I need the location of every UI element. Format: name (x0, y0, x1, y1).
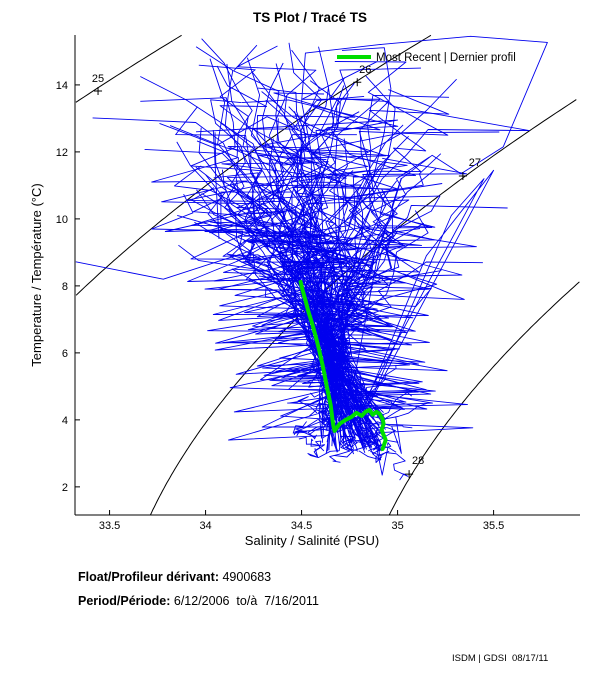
profile-line (320, 230, 399, 431)
float-id-value: 4900683 (219, 570, 271, 584)
profile-line (310, 438, 326, 458)
profile-line (353, 429, 378, 439)
profile-line (287, 185, 391, 420)
profile-line (213, 172, 401, 452)
profile-line (358, 433, 399, 461)
contour-label-text: 26 (359, 64, 371, 76)
y-tick-label: 10 (56, 214, 68, 226)
plot-title: TS Plot / Tracé TS (253, 10, 367, 25)
period-label: Period/Période: (78, 594, 170, 608)
y-tick-label: 14 (56, 80, 68, 92)
y-tick-label: 6 (62, 348, 68, 360)
profile-line (307, 424, 353, 440)
profile-line (293, 419, 318, 437)
profile-line (320, 247, 389, 415)
profile-line (359, 365, 397, 406)
profile-line (278, 89, 450, 430)
x-axis-label: Salinity / Salinité (PSU) (245, 533, 379, 548)
density-contour-line (75, 34, 182, 103)
profile-line (220, 122, 407, 416)
profile-line (333, 442, 378, 458)
profile-line (187, 193, 373, 418)
profile-line (298, 436, 325, 452)
contour-labels: 25 26 27 28 (92, 64, 481, 479)
x-tick-label: 35 (391, 520, 403, 532)
profile-line (287, 396, 318, 414)
y-tick-label: 4 (62, 415, 68, 427)
profile-line (248, 85, 427, 439)
period-value: 6/12/2006 to/à 7/16/2011 (170, 594, 319, 608)
profile-lines (75, 35, 548, 481)
profile-line (159, 111, 360, 146)
profile-line (358, 433, 382, 452)
y-axis-label: Temperature / Température (°C) (29, 183, 44, 366)
contour-label-marker (405, 470, 414, 479)
profile-line (327, 210, 429, 439)
profile-line (357, 421, 413, 432)
most-recent-profile-line (298, 279, 388, 451)
axes: 33.5 34 34.5 35 35.5 2 4 6 8 10 12 14 (56, 35, 580, 532)
profile-line (370, 450, 409, 481)
profile-line (315, 402, 336, 426)
legend-label: Most Recent | Dernier profil (376, 52, 516, 64)
profile-line (307, 399, 337, 409)
profile-line (322, 427, 348, 438)
profile-line (297, 270, 442, 452)
profile-line (233, 184, 413, 432)
contour-label-marker (458, 172, 467, 181)
credit-line: ISDM | GDSI 08/17/11 (452, 653, 548, 664)
float-id-label: Float/Profileur dérivant: (78, 570, 219, 584)
contour-label-marker (94, 86, 103, 95)
profile-line (338, 396, 363, 407)
profile-line (365, 404, 386, 421)
profile-line (374, 436, 389, 476)
profile-line (384, 400, 428, 420)
period-line: Period/Période: 6/12/2006 to/à 7/16/2011 (78, 594, 319, 608)
x-tick-label: 33.5 (99, 520, 120, 532)
profile-line (345, 399, 363, 411)
y-tick-label: 12 (56, 147, 68, 159)
legend: Most Recent | Dernier profil (337, 52, 516, 64)
profile-line (292, 421, 325, 438)
profile-line (344, 435, 358, 444)
contour-label-text: 25 (92, 73, 104, 85)
profile-line (314, 440, 322, 451)
profile-line (329, 440, 352, 463)
contour-label-marker (353, 78, 362, 87)
profile-line (359, 429, 373, 444)
x-tick-label: 35.5 (483, 520, 504, 532)
profile-line (372, 442, 392, 463)
profile-line (229, 42, 346, 443)
profile-line (335, 177, 402, 428)
contour-label-text: 28 (412, 455, 424, 467)
float-id-line: Float/Profileur dérivant: 4900683 (78, 570, 271, 584)
y-tick-label: 2 (62, 482, 68, 494)
density-contour-line (388, 281, 580, 516)
x-tick-label: 34 (199, 520, 211, 532)
profile-line (307, 441, 345, 459)
y-tick-label: 8 (62, 281, 68, 293)
profile-line (358, 169, 495, 412)
profile-line (391, 416, 402, 454)
contour-label-text: 27 (469, 157, 481, 169)
x-tick-label: 34.5 (291, 520, 312, 532)
